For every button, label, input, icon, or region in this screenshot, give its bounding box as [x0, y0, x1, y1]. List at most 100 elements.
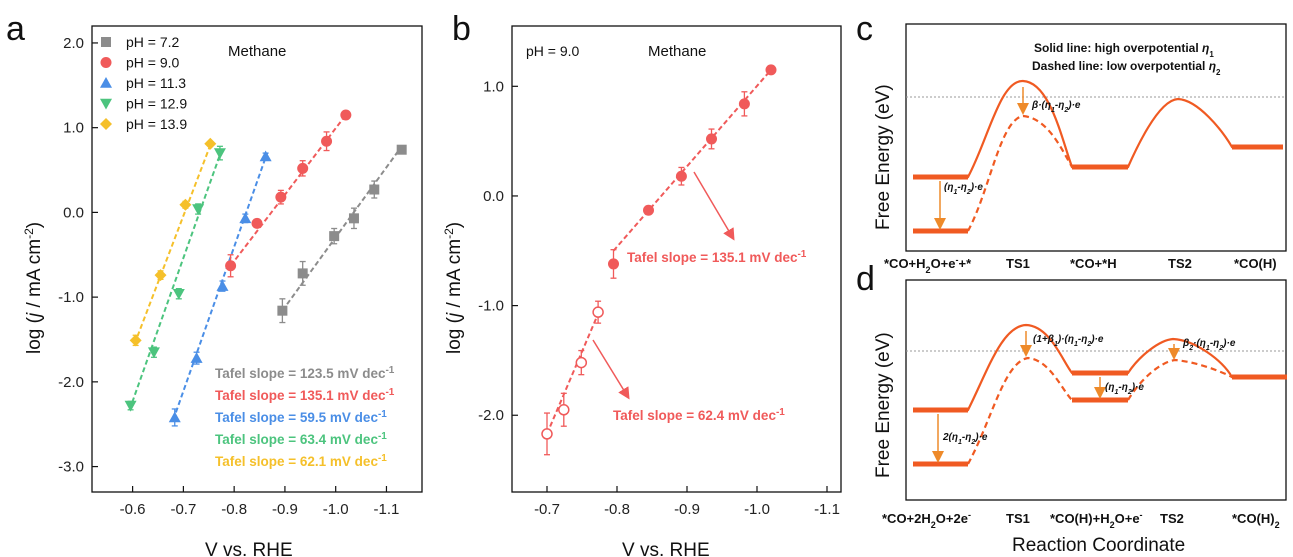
panel-d: d Free Energy (eV) (1+β1)·(η1-η2)·e β2·(…	[856, 260, 1287, 556]
b-point-1-5	[765, 64, 777, 76]
panel-letter-c: c	[856, 10, 873, 48]
legend-marker-2	[100, 77, 112, 88]
a-point-0-5	[396, 144, 407, 155]
x-axis-title-a: V vs. RHE	[205, 540, 293, 557]
eq-ts2-d: β2·(η1-η2)·e	[1182, 338, 1236, 352]
a-fit-line-2	[172, 152, 269, 421]
eq-beta-c: β·(η1-η2)·e	[1031, 100, 1081, 114]
methane-label-a: Methane	[228, 43, 286, 60]
a-xtick-label-2: -0.8	[221, 501, 247, 518]
y-axis-title-a: log (j / mA cm-2)	[22, 222, 45, 354]
b-point-0-2	[575, 356, 588, 369]
a-point-0-1	[297, 268, 308, 279]
a-fit-line-4	[133, 140, 213, 345]
plot-frame-b	[511, 25, 842, 493]
a-point-2-3	[239, 212, 252, 224]
plot-frame-c	[905, 23, 1287, 252]
plot-frame-a	[91, 25, 423, 493]
a-fit-line-3	[128, 150, 223, 411]
axes-b: -0.7 -0.8 -0.9 -1.0 -1.1 1.0 0.0 -1.0 -2.0	[478, 78, 840, 518]
legend-label-3: pH = 12.9	[126, 96, 187, 112]
eq-mid-d: (η1-η2)·e	[1105, 382, 1144, 396]
axes-a: -0.6 -0.7 -0.8 -0.9 -1.0 -1.1 2.0 1.0 0.0 -1.0 -2.…	[58, 35, 399, 518]
a-point-4-2	[179, 198, 192, 211]
a-point-1-0	[225, 260, 237, 272]
tafel-label-a-2: Tafel slope = 59.5 mV dec-1	[215, 409, 387, 426]
a-point-1-3	[297, 162, 309, 174]
a-point-4-1	[154, 269, 167, 282]
label-c-3: TS2	[1168, 256, 1192, 271]
panel-letter-a: a	[6, 10, 25, 48]
a-ytick-label-4: -2.0	[58, 374, 84, 391]
ph-note-b: pH = 9.0	[526, 43, 580, 59]
fit-lines-b	[546, 69, 772, 435]
b-point-0-1	[558, 404, 570, 416]
label-d-2: *CO(H)+H2O+e-	[1050, 510, 1143, 530]
a-point-3-0	[124, 400, 137, 412]
a-point-2-1	[190, 352, 203, 363]
b-point-0-0	[541, 428, 553, 440]
b-ytick-label-2: -1.0	[478, 298, 504, 315]
b-point-1-1	[643, 204, 654, 216]
legend-marker-4	[100, 118, 112, 130]
tafel-label-a-1: Tafel slope = 135.1 mV dec-1	[215, 387, 395, 404]
arrow-high-b	[693, 171, 735, 241]
a-point-0-2	[329, 231, 340, 242]
energy-profile-dashed-d	[967, 356, 1233, 465]
eq-diff-c: (η1-η2)·e	[944, 182, 983, 196]
a-ytick-label-0: 2.0	[63, 35, 84, 52]
a-point-0-3	[348, 213, 359, 224]
legend-a: pH = 7.2 pH = 9.0 pH = 11.3 pH = 12.9 pH = 1…	[100, 34, 187, 132]
energy-levels-solid-d	[913, 370, 1287, 413]
a-point-1-2	[275, 191, 287, 203]
a-ytick-label-2: 0.0	[63, 204, 84, 221]
tafel-label-a-4: Tafel slope = 62.1 mV dec-1	[215, 453, 387, 470]
label-c-4: *CO(H)	[1234, 256, 1277, 271]
panel-a: a -0.6 -0.7 -0.8 -0.9 -1.0 -1.12.01.00.0-1.0-…	[6, 10, 423, 557]
legend-marker-0	[101, 37, 111, 47]
methane-label-b: Methane	[648, 43, 706, 60]
energy-profile-dashed-c	[967, 114, 1073, 232]
arrow-low-b	[592, 339, 630, 400]
x-axis-title-d: Reaction Coordinate	[1012, 535, 1185, 556]
tafel-low-b: Tafel slope = 62.4 mV dec-1	[613, 407, 785, 424]
legend-label-1: pH = 9.0	[126, 55, 180, 71]
tafel-high-b: Tafel slope = 135.1 mV dec-1	[627, 249, 807, 266]
legend-label-2: pH = 11.3	[126, 75, 186, 91]
b-ytick-label-3: -2.0	[478, 407, 504, 424]
label-c-2: *CO+*H	[1070, 256, 1117, 271]
a-xtick-label-4: -1.0	[323, 501, 349, 518]
energy-levels-dashed-d	[913, 397, 1128, 467]
legend-marker-1	[100, 57, 112, 68]
legend-label-4: pH = 13.9	[126, 116, 187, 132]
b-fit-line-0	[546, 308, 602, 435]
panel-b: b -0.7 -0.8 -0.9 -1.0 -1.1 1.0 0.0 -1.0 -2.0 V v…	[442, 10, 842, 557]
a-point-2-2	[216, 280, 229, 291]
panel-letter-d: d	[856, 260, 875, 298]
tafel-labels-a: Tafel slope = 123.5 mV dec-1 Tafel slope …	[215, 365, 395, 470]
a-point-4-0	[129, 334, 142, 347]
b-fit-line-1	[612, 69, 772, 252]
a-xtick-label-3: -0.9	[272, 501, 298, 518]
a-xtick-label-5: -1.1	[374, 501, 400, 518]
tafel-label-a-0: Tafel slope = 123.5 mV dec-1	[215, 365, 395, 382]
a-point-1-1	[251, 217, 263, 229]
y-axis-title-b: log (j / mA cm-2)	[442, 222, 465, 354]
label-d-4: *CO(H)2	[1232, 511, 1280, 530]
legend-label-0: pH = 7.2	[126, 34, 180, 50]
a-point-1-5	[340, 109, 352, 121]
a-xtick-label-0: -0.6	[120, 501, 146, 518]
b-xtick-label-4: -1.1	[814, 501, 840, 518]
b-xtick-label-3: -1.0	[744, 501, 770, 518]
a-xtick-label-1: -0.7	[170, 501, 196, 518]
label-d-3: TS2	[1160, 511, 1184, 526]
note-dashed-c: Dashed line: low overpotential η2	[1032, 59, 1221, 77]
label-c-1: TS1	[1006, 256, 1030, 271]
b-ytick-label-1: 0.0	[483, 188, 504, 205]
a-ytick-label-5: -3.0	[58, 459, 84, 476]
plot-frame-d	[905, 279, 1287, 501]
a-point-0-4	[369, 184, 380, 195]
b-xtick-label-2: -0.9	[674, 501, 700, 518]
b-xtick-label-0: -0.7	[534, 501, 560, 518]
a-point-2-0	[168, 411, 181, 423]
